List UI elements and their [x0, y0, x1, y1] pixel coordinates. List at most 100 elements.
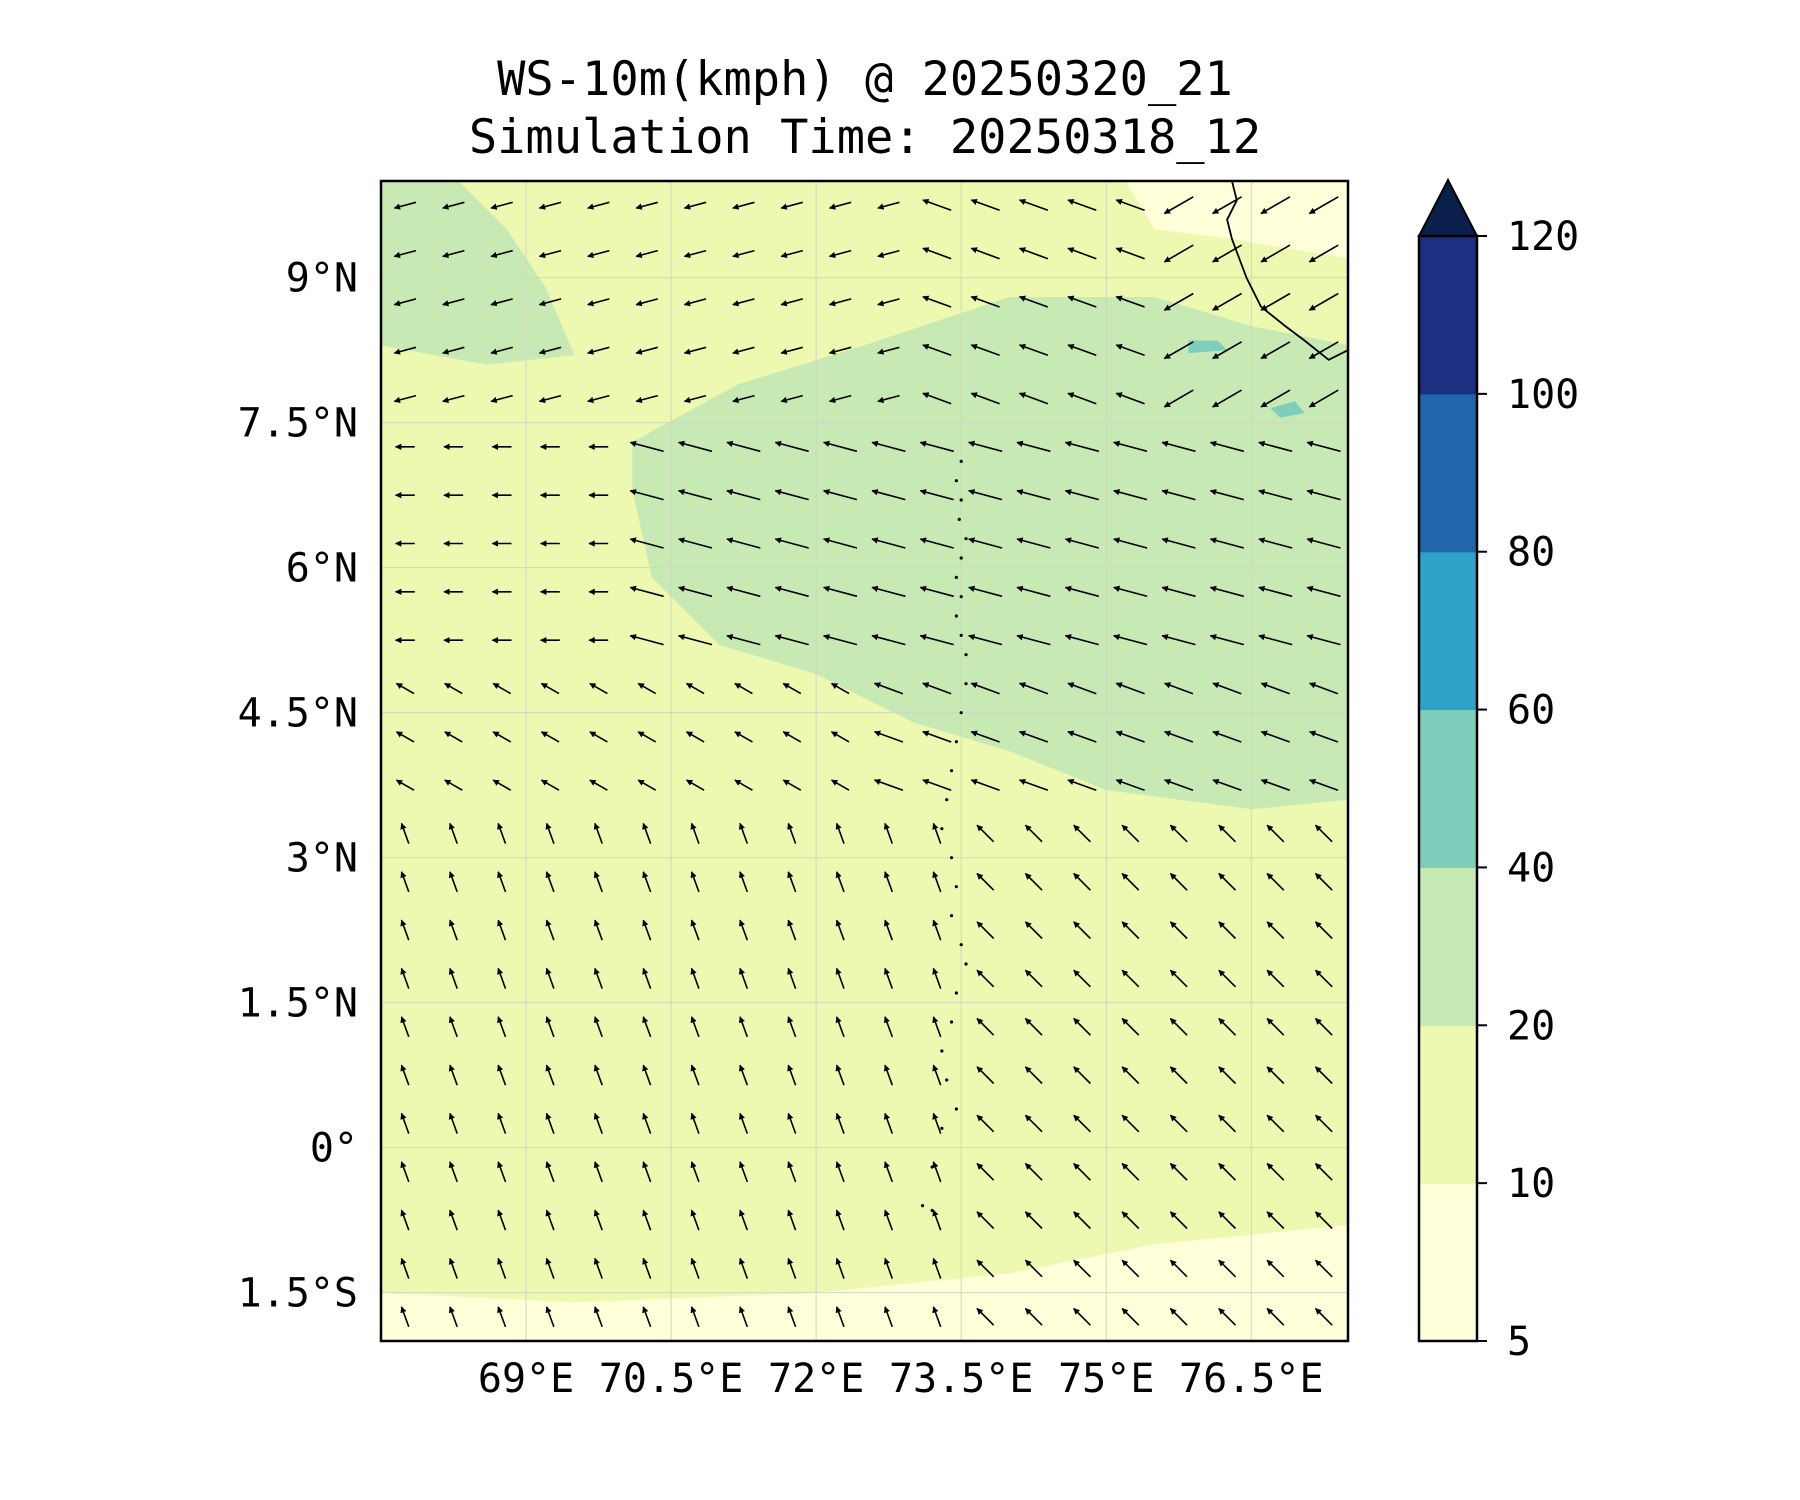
colorbar-segment: [1419, 1025, 1477, 1184]
colorbar-tick-label: 40: [1507, 845, 1555, 891]
wind-arrow: [1024, 1307, 1043, 1326]
wind-arrow: [393, 249, 417, 259]
wind-arrow: [1073, 1162, 1091, 1181]
wind-arrow: [545, 822, 555, 844]
wind-arrow: [734, 731, 753, 743]
wind-arrow: [683, 394, 707, 404]
wind-arrow: [642, 1306, 652, 1328]
wind-arrow: [1212, 389, 1243, 408]
wind-arrow: [442, 346, 465, 355]
island-dot: [945, 1078, 949, 1082]
wind-arrow: [1121, 1259, 1140, 1278]
wind-arrow: [871, 585, 906, 598]
wind-arrow: [1266, 824, 1285, 843]
wind-arrow: [400, 1112, 410, 1134]
wind-arrow: [919, 440, 954, 453]
wind-arrow: [690, 1161, 700, 1183]
wind-arrow: [871, 634, 906, 646]
wind-arrow: [835, 1306, 845, 1328]
wind-arrow: [1266, 872, 1285, 891]
island-dot: [964, 653, 968, 657]
wind-arrow: [538, 249, 562, 259]
wind-arrow: [1258, 634, 1293, 646]
wind-arrow: [642, 1064, 652, 1086]
wind-arrow: [787, 1209, 797, 1231]
wind-arrow: [1161, 440, 1196, 453]
wind-arrow: [732, 201, 755, 210]
wind-arrow: [1024, 921, 1043, 940]
wind-arrow: [1073, 1259, 1091, 1278]
wind-arrow: [822, 489, 858, 501]
wind-arrow: [738, 967, 749, 989]
wind-arrow: [677, 440, 713, 453]
wind-arrow: [685, 779, 705, 791]
wind-arrow: [400, 871, 410, 893]
lon-tick-label: 76.5°E: [1179, 1356, 1324, 1402]
wind-arrow: [919, 634, 954, 646]
wind-arrow: [932, 822, 942, 844]
colorbar-extend-triangle: [1417, 177, 1479, 237]
wind-arrow: [1260, 389, 1291, 408]
wind-arrow: [1212, 778, 1242, 792]
wind-arrow: [1308, 730, 1339, 743]
wind-arrow: [690, 967, 700, 989]
wind-arrow: [1209, 440, 1245, 453]
wind-arrow: [976, 969, 995, 988]
wind-arrow: [444, 731, 463, 743]
wind-arrow: [1113, 634, 1148, 646]
wind-arrow: [968, 440, 1003, 453]
wind-arrow: [1169, 969, 1188, 988]
wind-arrow: [540, 779, 560, 791]
wind-arrow: [1163, 341, 1194, 360]
wind-arrow: [393, 298, 417, 307]
wind-arrow: [642, 1161, 652, 1183]
wind-arrow: [1115, 247, 1145, 260]
wind-arrow: [1308, 341, 1339, 360]
wind-arrow: [780, 394, 804, 404]
wind-arrow: [490, 298, 513, 307]
wind-arrow: [587, 201, 610, 210]
wind-arrow: [1018, 730, 1049, 743]
wind-arrow: [877, 201, 900, 210]
wind-arrow: [1314, 1017, 1333, 1036]
wind-arrow: [1169, 872, 1188, 891]
wind-arrow: [492, 682, 512, 695]
island-dot: [959, 498, 963, 502]
wind-arrow: [1212, 730, 1242, 743]
wind-arrow: [738, 1257, 749, 1279]
wind-arrow: [1073, 872, 1091, 891]
wind-arrow: [1212, 292, 1242, 311]
wind-arrow: [871, 537, 906, 549]
wind-arrow: [774, 489, 809, 501]
wind-arrow: [1115, 682, 1145, 695]
wind-arrow: [1024, 1017, 1043, 1036]
wind-arrow: [1163, 682, 1194, 695]
wind-arrow: [400, 1161, 410, 1183]
wind-arrow: [734, 682, 753, 695]
wind-arrow: [690, 1209, 700, 1231]
wind-arrow: [593, 967, 603, 989]
wind-arrow: [1064, 585, 1100, 598]
wind-arrow: [1266, 1307, 1285, 1326]
wind-arrow: [1218, 1162, 1237, 1181]
wind-arrow: [444, 682, 463, 695]
wind-arrow: [932, 1112, 942, 1134]
island-dot: [964, 962, 968, 966]
wind-arrow: [968, 585, 1003, 598]
wind-arrow: [1260, 341, 1291, 360]
wind-arrow: [976, 1307, 995, 1326]
wind-arrow: [932, 1161, 942, 1183]
wind-arrow: [1169, 921, 1188, 940]
wind-arrow: [738, 1112, 749, 1134]
wind-arrow: [738, 822, 749, 844]
wind-arrow: [497, 1112, 507, 1134]
wind-arrow: [932, 1209, 942, 1231]
wind-arrow: [1121, 1162, 1140, 1181]
wind-arrow: [635, 201, 659, 210]
lat-tick-label: 1.5°S: [238, 1271, 358, 1317]
wind-arrow: [822, 440, 858, 453]
wind-arrow: [922, 247, 952, 260]
wind-arrow: [1163, 292, 1194, 311]
wind-arrow: [1209, 537, 1245, 549]
wind-arrow: [922, 730, 952, 743]
